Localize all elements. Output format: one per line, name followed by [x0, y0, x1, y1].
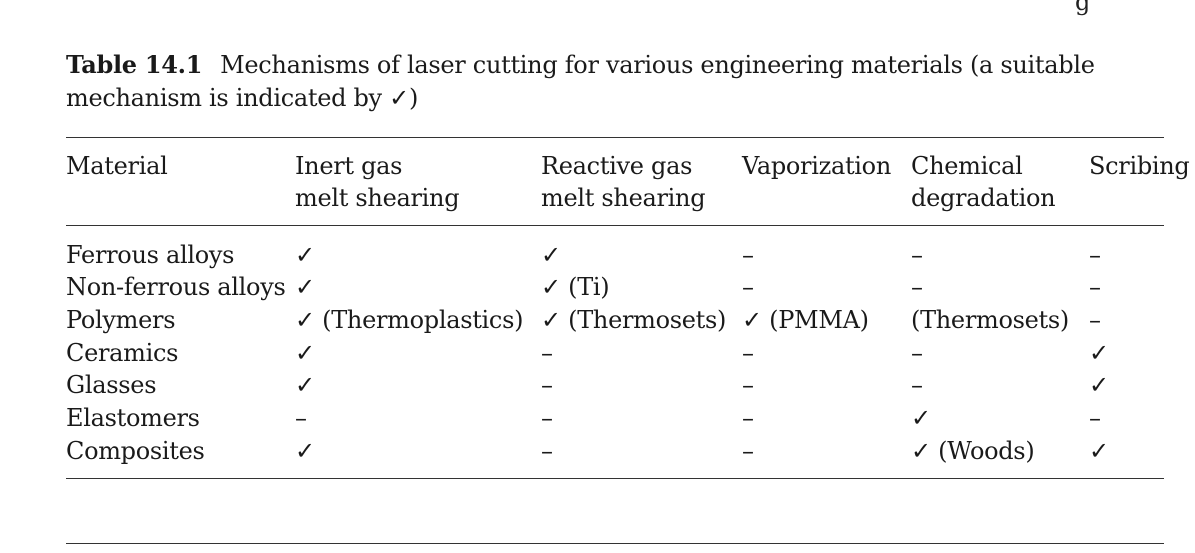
cell-inert-gas: ✓: [295, 339, 315, 367]
cell-chemical-degradation: –: [911, 339, 923, 367]
cell-inert-gas: ✓: [295, 241, 315, 269]
header-scribing: Scribing: [1089, 152, 1190, 180]
cell-scribing: –: [1089, 404, 1101, 432]
cell-inert-gas: ✓: [295, 371, 315, 399]
cell-vaporization: –: [742, 273, 754, 301]
cell-scribing: –: [1089, 306, 1101, 334]
cell-vaporization: –: [742, 437, 754, 465]
header-material: Material: [66, 152, 168, 180]
cell-reactive-gas: ✓ (Thermosets): [541, 306, 727, 334]
cell-material: Ferrous alloys: [66, 241, 235, 269]
cell-scribing: ✓: [1089, 339, 1109, 367]
table-bottom-rule: [66, 478, 1164, 479]
cell-chemical-degradation: –: [911, 371, 923, 399]
cell-reactive-gas: –: [541, 371, 553, 399]
cell-scribing: –: [1089, 241, 1101, 269]
cell-scribing: ✓: [1089, 371, 1109, 399]
cell-vaporization: –: [742, 241, 754, 269]
cell-reactive-gas: ✓ (Ti): [541, 273, 610, 301]
cell-material: Ceramics: [66, 339, 179, 367]
cell-reactive-gas: –: [541, 437, 553, 465]
cell-reactive-gas: ✓: [541, 241, 561, 269]
cell-material: Polymers: [66, 306, 176, 334]
table-caption-text: Mechanisms of laser cutting for various …: [66, 51, 1095, 112]
header-inert-gas-melt-shearing: Inert gas melt shearing: [295, 152, 460, 212]
table-caption: Table 14.1 Mechanisms of laser cutting fo…: [66, 48, 1176, 115]
cell-chemical-degradation: (Thermosets): [911, 306, 1069, 334]
page-footer-rule: [66, 543, 1164, 544]
cell-vaporization: ✓ (PMMA): [742, 306, 869, 334]
header-chemical-degradation: Chemical degradation: [911, 152, 1056, 212]
cell-vaporization: –: [742, 339, 754, 367]
cell-reactive-gas: –: [541, 404, 553, 432]
header-reactive-gas-melt-shearing: Reactive gas melt shearing: [541, 152, 706, 212]
cell-reactive-gas: –: [541, 339, 553, 367]
cell-material: Composites: [66, 437, 205, 465]
cell-chemical-degradation: –: [911, 241, 923, 269]
cell-inert-gas: –: [295, 404, 307, 432]
header-vaporization: Vaporization: [742, 152, 891, 180]
cell-material: Glasses: [66, 371, 157, 399]
cell-inert-gas: ✓: [295, 437, 315, 465]
table-top-rule: [66, 137, 1164, 138]
cell-chemical-degradation: ✓ (Woods): [911, 437, 1035, 465]
cell-chemical-degradation: –: [911, 273, 923, 301]
cell-material: Non-ferrous alloys: [66, 273, 286, 301]
previous-line-fragment: g: [1075, 0, 1091, 16]
cell-vaporization: –: [742, 371, 754, 399]
cell-scribing: ✓: [1089, 437, 1109, 465]
cell-scribing: –: [1089, 273, 1101, 301]
cell-inert-gas: ✓: [295, 273, 315, 301]
cell-vaporization: –: [742, 404, 754, 432]
table-header-rule: [66, 225, 1164, 226]
table-caption-label: Table 14.1: [66, 50, 203, 79]
cell-chemical-degradation: ✓: [911, 404, 931, 432]
cell-material: Elastomers: [66, 404, 200, 432]
cell-inert-gas: ✓ (Thermoplastics): [295, 306, 524, 334]
